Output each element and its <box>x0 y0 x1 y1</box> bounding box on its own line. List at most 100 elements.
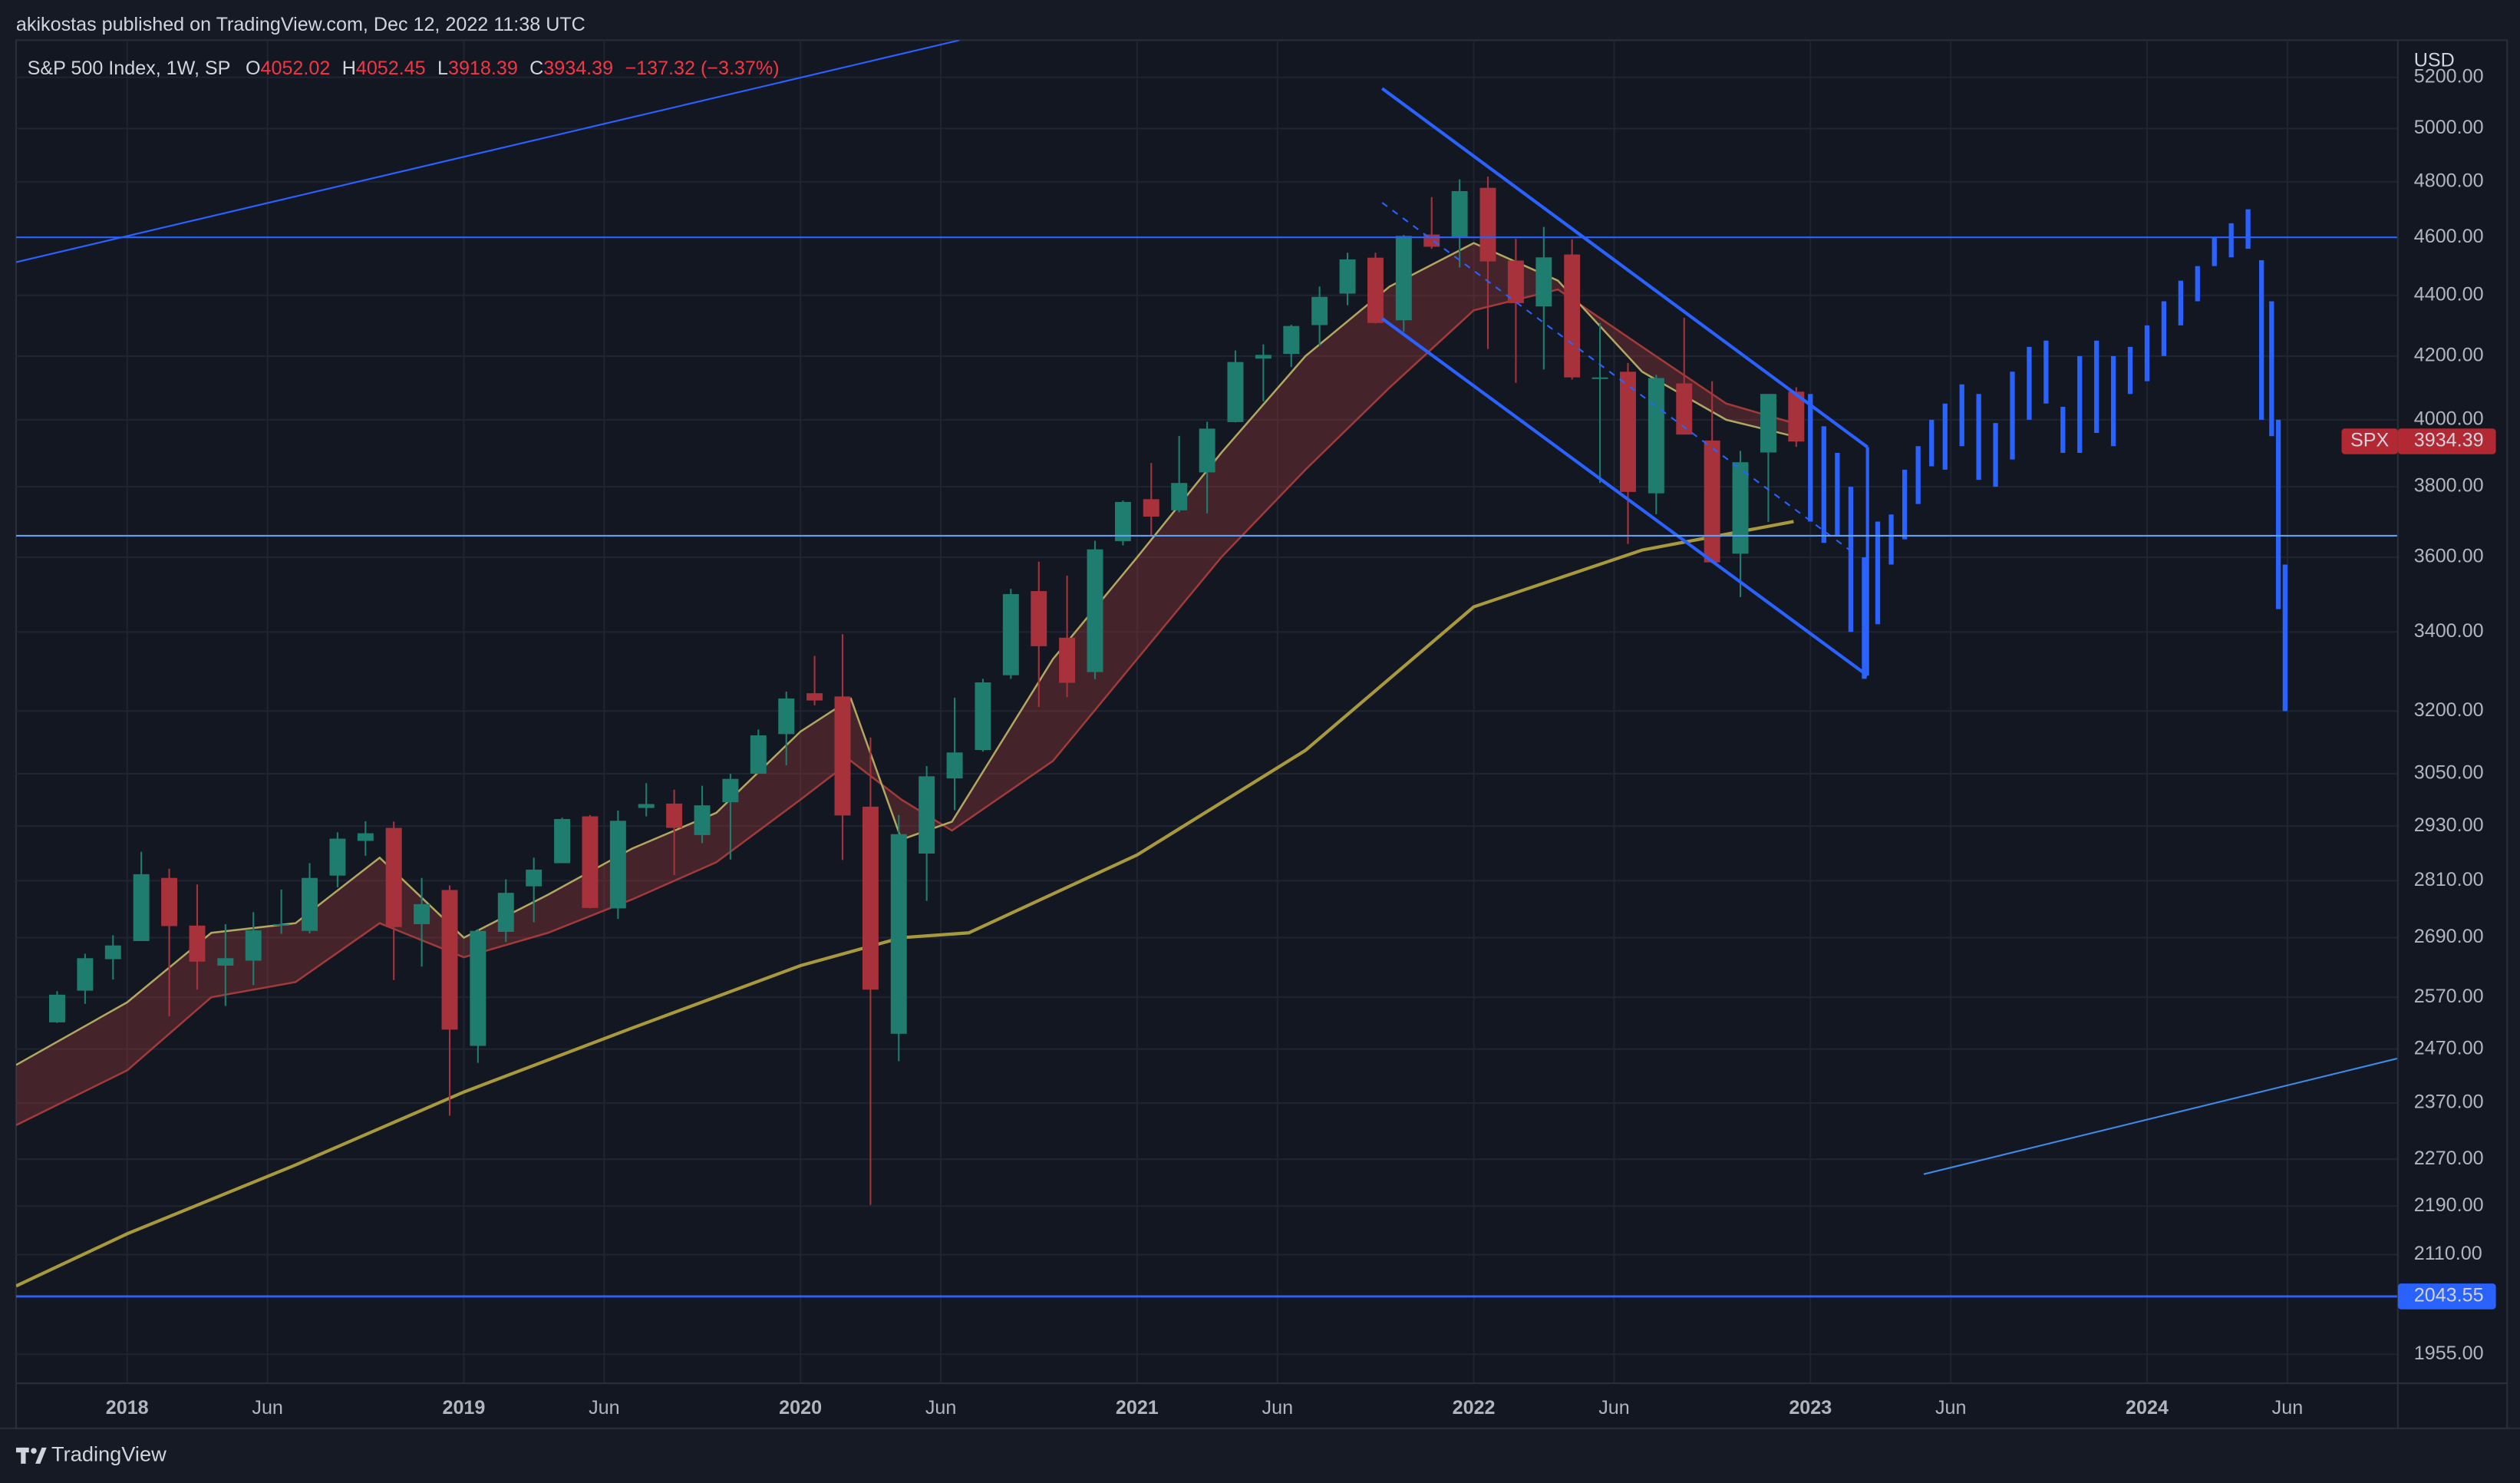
candle-body <box>385 827 402 927</box>
chart-frame <box>15 39 2508 1429</box>
candle-body <box>161 877 178 926</box>
x-tick-label: 2022 <box>1453 1397 1496 1419</box>
y-tick-label: 2930.00 <box>2414 814 2484 836</box>
y-tick-label: 2690.00 <box>2414 926 2484 947</box>
y-tick-label: 2570.00 <box>2414 986 2484 1007</box>
ema-slow-line <box>15 288 1794 1126</box>
y-tick-label: 2110.00 <box>2414 1243 2482 1264</box>
x-tick-label: Jun <box>1262 1397 1294 1419</box>
x-tick-label: Jun <box>1598 1397 1630 1419</box>
candle-body <box>1507 260 1524 303</box>
candle-body <box>133 874 150 941</box>
legend: S&P 500 Index, 1W, SP O4052.02 H4052.45 … <box>28 58 780 79</box>
y-tick-label: 5200.00 <box>2414 65 2484 87</box>
candle-body <box>1031 591 1047 646</box>
candle-body <box>470 930 487 1046</box>
grid <box>15 40 2398 1384</box>
y-tick-label: 3800.00 <box>2414 475 2484 497</box>
x-tick-label: Jun <box>252 1397 283 1419</box>
brand[interactable]: TradingView <box>51 1442 167 1466</box>
high-value: 4052.45 <box>356 58 426 79</box>
last-price-badge <box>2397 428 2496 454</box>
change: −137.32 (−3.37%) <box>625 58 779 79</box>
y-tick-label: 4400.00 <box>2414 283 2484 305</box>
candle-body <box>1564 254 1581 378</box>
candle-body <box>806 693 823 701</box>
candle-body <box>1395 236 1412 321</box>
candle-body <box>1339 259 1356 294</box>
candle-body <box>1676 383 1693 435</box>
candle-body <box>245 930 262 961</box>
x-tick-label: Jun <box>589 1397 620 1419</box>
candle-body <box>1311 296 1328 325</box>
candle-body <box>1227 362 1244 422</box>
x-tick-label: 2023 <box>1789 1397 1832 1419</box>
x-tick-label: Jun <box>2272 1397 2304 1419</box>
y-tick-label: 4000.00 <box>2414 408 2484 430</box>
candle-body <box>1704 440 1720 563</box>
candle-body <box>302 877 318 931</box>
candle-body <box>1732 462 1749 554</box>
candle-body <box>1255 355 1272 359</box>
trend-line <box>15 40 960 263</box>
x-tick-label: 2019 <box>442 1397 485 1419</box>
candle-body <box>1002 593 1019 675</box>
x-tick-label: 2024 <box>2126 1397 2169 1419</box>
close-value: 3934.39 <box>543 58 613 79</box>
logo-part <box>31 1448 37 1454</box>
candle-body <box>497 893 514 932</box>
y-tick-label: 5000.00 <box>2414 117 2484 138</box>
ema-ribbon <box>15 243 1794 1125</box>
candle-body <box>1171 483 1188 510</box>
level-label: 2043.55 <box>2414 1285 2484 1306</box>
close-label: C <box>529 58 543 79</box>
candle-body <box>329 838 346 876</box>
y-tick-label: 1955.00 <box>2414 1343 2484 1364</box>
y-tick-label: 2810.00 <box>2414 869 2484 890</box>
candle-body <box>1591 377 1608 379</box>
x-tick-label: 2018 <box>106 1397 149 1419</box>
channel-upper <box>1380 87 1869 449</box>
candle-body <box>217 958 234 966</box>
y-tick-label: 3200.00 <box>2414 699 2484 721</box>
channel-middle <box>1381 202 1857 556</box>
candle-body <box>1479 187 1496 262</box>
candle-body <box>414 903 430 924</box>
open-label: O <box>246 58 261 79</box>
brand-logo <box>15 1447 47 1464</box>
candle-body <box>104 945 121 959</box>
y-tick-label: 3400.00 <box>2414 620 2484 642</box>
candle-body <box>1283 325 1300 355</box>
x-tick-label: 2021 <box>1116 1397 1159 1419</box>
symbol-badge-label: SPX <box>2350 430 2390 451</box>
candle-body <box>919 776 935 854</box>
candle-body <box>1451 190 1468 237</box>
candle-body <box>189 925 206 962</box>
candle-body <box>638 804 655 808</box>
level-lines <box>15 236 2398 1298</box>
candle-body <box>1143 499 1159 517</box>
candle-body <box>582 816 599 908</box>
candle-body <box>946 752 963 779</box>
candle-body <box>666 803 683 828</box>
low-label: L <box>437 58 448 79</box>
logo-part <box>21 1447 26 1464</box>
candle-body <box>1367 257 1384 323</box>
y-tick-label: 2370.00 <box>2414 1092 2484 1113</box>
candle-body <box>526 869 543 887</box>
candle-body <box>441 890 458 1030</box>
publish-info: akikostas published on TradingView.com, … <box>16 14 585 35</box>
candle-body <box>1114 501 1131 541</box>
y-tick-label: 4200.00 <box>2414 345 2484 366</box>
candle-body <box>273 923 290 926</box>
x-tick-label: Jun <box>925 1397 957 1419</box>
candle-body <box>1199 428 1215 473</box>
x-tick-label: Jun <box>1935 1397 1967 1419</box>
x-tick-label: 2020 <box>779 1397 822 1419</box>
y-tick-label: 2270.00 <box>2414 1148 2484 1169</box>
y-tick-label: 4800.00 <box>2414 170 2484 191</box>
candle-body <box>890 834 907 1034</box>
candle-body <box>1535 257 1552 307</box>
